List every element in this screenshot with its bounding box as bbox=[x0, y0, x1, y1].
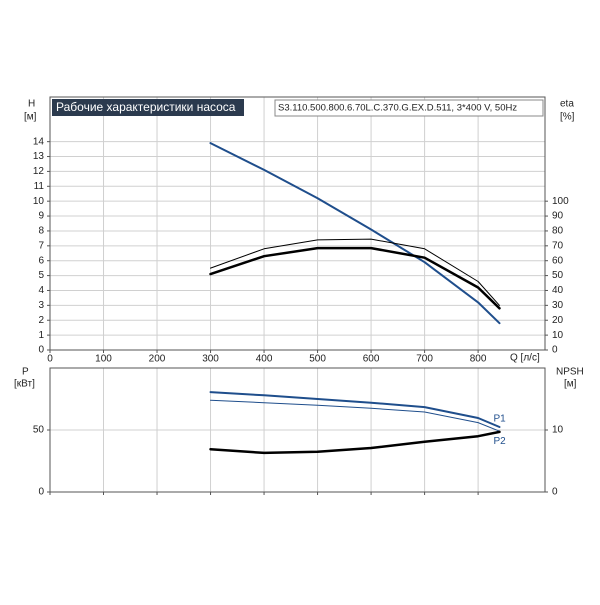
chart-title: Рабочие характеристики насоса bbox=[56, 100, 236, 114]
y2-tick-label: 0 bbox=[552, 487, 558, 498]
y-tick-label: 0 bbox=[38, 487, 44, 498]
y-label: H bbox=[28, 99, 35, 110]
y-tick-label: 12 bbox=[33, 166, 45, 177]
y-unit: [м] bbox=[24, 112, 37, 123]
y-tick-label: 13 bbox=[33, 151, 45, 162]
series-label: P1 bbox=[494, 414, 507, 425]
y2-tick-label: 90 bbox=[552, 211, 564, 222]
x-label: Q [л/с] bbox=[510, 353, 540, 364]
curve bbox=[210, 399, 500, 432]
curve bbox=[209, 246, 501, 310]
y-tick-label: 14 bbox=[33, 136, 45, 147]
y-tick-label: 0 bbox=[38, 345, 44, 356]
x-tick-label: 300 bbox=[202, 354, 219, 365]
y2-tick-label: 30 bbox=[552, 300, 564, 311]
curve bbox=[209, 430, 501, 455]
y-tick-label: 5 bbox=[38, 270, 44, 281]
y-tick-label: 6 bbox=[38, 255, 44, 266]
series-label: P2 bbox=[494, 436, 507, 447]
plot-frame bbox=[49, 96, 546, 351]
y2-tick-label: 80 bbox=[552, 226, 564, 237]
y-label: P bbox=[22, 367, 29, 378]
y2-tick-label: 50 bbox=[552, 270, 564, 281]
y2-tick-label: 0 bbox=[552, 345, 558, 356]
y-tick-label: 10 bbox=[33, 196, 45, 207]
x-tick-label: 700 bbox=[416, 354, 433, 365]
y2-tick-label: 10 bbox=[552, 330, 564, 341]
x-tick-label: 800 bbox=[470, 354, 487, 365]
y-tick-label: 3 bbox=[38, 300, 44, 311]
y-tick-label: 4 bbox=[38, 285, 44, 296]
y-tick-label: 9 bbox=[38, 211, 44, 222]
y2-tick-label: 10 bbox=[552, 425, 564, 436]
x-tick-label: 0 bbox=[47, 354, 53, 365]
y2-tick-label: 70 bbox=[552, 240, 564, 251]
y2-label: eta bbox=[560, 99, 574, 110]
x-tick-label: 100 bbox=[95, 354, 112, 365]
title-bg bbox=[52, 99, 244, 116]
y-tick-label: 50 bbox=[33, 425, 45, 436]
curve bbox=[209, 142, 501, 325]
subtitle-box bbox=[274, 99, 544, 117]
x-tick-label: 600 bbox=[363, 354, 380, 365]
x-tick-label: 400 bbox=[256, 354, 273, 365]
y-tick-label: 2 bbox=[38, 315, 44, 326]
x-tick-label: 500 bbox=[309, 354, 326, 365]
y2-unit: [м] bbox=[564, 379, 577, 390]
y2-tick-label: 60 bbox=[552, 255, 564, 266]
y2-tick-label: 100 bbox=[552, 196, 569, 207]
y-tick-label: 7 bbox=[38, 240, 44, 251]
curve bbox=[209, 391, 501, 428]
y-tick-label: 8 bbox=[38, 226, 44, 237]
y-tick-label: 1 bbox=[38, 330, 44, 341]
x-tick-label: 200 bbox=[149, 354, 166, 365]
y2-tick-label: 40 bbox=[552, 285, 564, 296]
y-unit: [кВт] bbox=[14, 379, 35, 390]
y2-tick-label: 20 bbox=[552, 315, 564, 326]
y-tick-label: 11 bbox=[34, 181, 45, 192]
y2-label: NPSH bbox=[556, 367, 584, 378]
y2-unit: [%] bbox=[560, 112, 575, 123]
subtitle: S3.110.500.800.6.70L.C.370.G.EX.D.511, 3… bbox=[278, 103, 517, 114]
curve bbox=[210, 238, 500, 306]
